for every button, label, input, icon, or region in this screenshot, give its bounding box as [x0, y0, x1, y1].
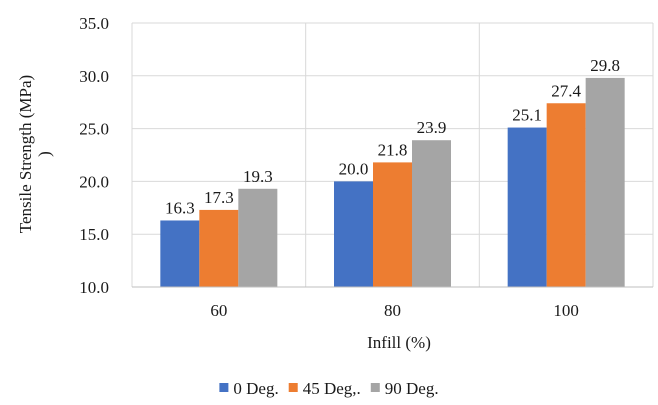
legend-swatch-1: [288, 383, 298, 392]
bar-80-1: [373, 162, 412, 287]
legend: 0 Deg. 45 Deg,. 90 Deg.: [219, 379, 439, 398]
y-axis-title: Tensile Strength (MPa): [16, 75, 35, 233]
data-label: 17.3: [204, 188, 234, 207]
bar-60-0: [160, 220, 200, 287]
x-axis-ticks: 60 80 100: [210, 301, 579, 320]
bar-60-1: [199, 209, 239, 287]
data-label: 20.0: [339, 159, 369, 178]
bar-100-1: [546, 103, 586, 287]
gridlines: [131, 22, 654, 287]
x-tick-label: 80: [384, 301, 401, 320]
y-tick-label: 15.0: [79, 225, 109, 244]
x-axis-title: Infill (%): [367, 333, 431, 352]
bar-100-0: [507, 127, 547, 287]
bar-60-2: [238, 188, 278, 287]
legend-label: 0 Deg.: [233, 379, 278, 398]
legend-swatch-0: [219, 383, 229, 392]
x-tick-label: 60: [210, 301, 227, 320]
y-tick-label: 25.0: [79, 120, 109, 139]
bar-100-2: [585, 77, 625, 287]
data-label: 25.1: [512, 106, 542, 125]
data-labels: 16.3 17.3 19.3 20.0 21.8 23.9 25.1 27.4 29.8: [165, 56, 620, 218]
data-label: 23.9: [417, 118, 447, 137]
bar-80-0: [334, 181, 373, 287]
y-tick-label: 35.0: [79, 14, 109, 33]
y-axis-title-suffix: ): [35, 151, 54, 157]
data-label: 19.3: [243, 167, 273, 186]
legend-swatch-2: [370, 383, 380, 392]
data-label: 27.4: [551, 81, 581, 100]
data-label: 16.3: [165, 198, 195, 217]
y-axis-title-group: Tensile Strength (MPa) ): [16, 75, 54, 233]
data-label: 21.8: [378, 140, 408, 159]
y-tick-label: 20.0: [79, 172, 109, 191]
bar-80-2: [412, 140, 451, 287]
x-tick-label: 100: [553, 301, 579, 320]
y-axis-ticks: 10.0 15.0 20.0 25.0 30.0 35.0: [79, 14, 109, 297]
legend-label: 90 Deg.: [385, 379, 439, 398]
data-label: 29.8: [590, 56, 620, 75]
bars: [160, 77, 625, 287]
legend-label: 45 Deg,.: [303, 379, 361, 398]
y-tick-label: 30.0: [79, 67, 109, 86]
y-tick-label: 10.0: [79, 278, 109, 297]
